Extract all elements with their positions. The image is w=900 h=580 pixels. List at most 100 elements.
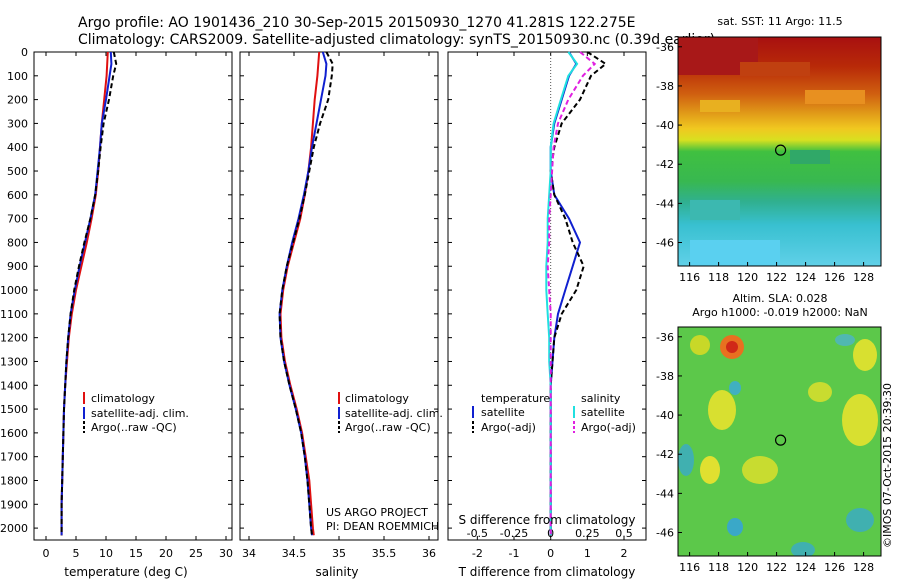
sla-high-blob xyxy=(742,456,778,484)
depth-tick-label: 1900 xyxy=(0,498,28,511)
sla-map-title-line2: Argo h1000: -0.019 h2000: NaN xyxy=(692,306,868,319)
map-lon-label: 128 xyxy=(853,271,874,284)
sla-low-blob xyxy=(846,508,874,532)
map-lon-label: 124 xyxy=(795,271,816,284)
project-annotation-line2: PI: DEAN ROEMMICH xyxy=(326,520,439,533)
map-lat-label: -40 xyxy=(656,409,674,422)
series-line-argo-raw-qc- xyxy=(278,51,334,536)
map-lon-label: 126 xyxy=(824,561,845,574)
depth-tick-label: 700 xyxy=(7,213,28,226)
sla-high-blob xyxy=(726,341,738,353)
top-tick-label: 0.25 xyxy=(575,527,600,540)
salinity-panel xyxy=(239,51,439,541)
depth-tick-label: 200 xyxy=(7,94,28,107)
legend-title-temperature: temperature xyxy=(481,392,550,405)
legend-label-temp-satellite: satellite xyxy=(481,406,525,419)
depth-tick-label: 0 xyxy=(21,46,28,59)
legend-label-climatology: climatology xyxy=(91,392,155,405)
map-lon-label: 122 xyxy=(766,271,787,284)
map-lat-label: -38 xyxy=(656,370,674,383)
x-tick-label: 5 xyxy=(73,547,80,560)
salinity-legend: climatology satellite-adj. clim. Argo(..… xyxy=(326,392,443,533)
difference-legend: temperature satellite Argo(-adj) salinit… xyxy=(459,392,636,527)
legend-title-salinity: salinity xyxy=(581,392,621,405)
map-lon-label: 122 xyxy=(766,561,787,574)
map-lon-label: 120 xyxy=(737,561,758,574)
depth-tick-label: 600 xyxy=(7,189,28,202)
project-annotation-line1: US ARGO PROJECT xyxy=(326,506,428,519)
profile-panel-salinity: 34 34.5 35 35.5 36 xyxy=(240,51,438,560)
legend-label-climatology: climatology xyxy=(345,392,409,405)
map-lat-label: -36 xyxy=(656,41,674,54)
sla-low-blob xyxy=(678,444,694,476)
map-lon-label: 118 xyxy=(708,271,729,284)
sst-warm-patch xyxy=(700,100,740,112)
series-line-salinity-satellite xyxy=(545,51,579,536)
depth-tick-label: 900 xyxy=(7,260,28,273)
depth-tick-label: 1200 xyxy=(0,332,28,345)
argo-float-marker xyxy=(774,434,787,446)
map-lat-label: -40 xyxy=(656,119,674,132)
legend-label-argo: Argo(..raw -QC) xyxy=(345,421,431,434)
sla-map-frame xyxy=(677,326,882,557)
x-tick-label: 25 xyxy=(189,547,203,560)
depth-tick-label: 1600 xyxy=(0,427,28,440)
temperature-panel xyxy=(33,51,233,541)
depth-tick-label: 1300 xyxy=(0,355,28,368)
legend-label-sal-argo: Argo(-adj) xyxy=(581,421,636,434)
profile-panel-temperature: 0 5 10 15 20 25 30 xyxy=(34,51,233,560)
depth-tick-label: 1800 xyxy=(0,474,28,487)
depth-tick-label: 1700 xyxy=(0,451,28,464)
sst-cool-patch xyxy=(690,200,740,220)
map-lon-label: 116 xyxy=(679,561,700,574)
x-tick-label: 30 xyxy=(219,547,233,560)
sla-high-blob xyxy=(842,394,878,446)
x-tick-label: 0 xyxy=(43,547,50,560)
sla-low-blob xyxy=(791,542,815,556)
map-lat-label: -36 xyxy=(656,331,674,344)
map-lat-label: -42 xyxy=(656,448,674,461)
x-tick-label: 36 xyxy=(422,547,436,560)
sla-high-blob xyxy=(690,335,710,355)
imos-timestamp: ©IMOS 07-Oct-2015 20:39:30 xyxy=(881,383,894,548)
figure-title-line1: Argo profile: AO 1901436_210 30-Sep-2015… xyxy=(78,15,635,31)
map-lon-label: 124 xyxy=(795,561,816,574)
series-line-argo-raw-qc- xyxy=(60,51,118,536)
temperature-legend: climatology satellite-adj. clim. Argo(..… xyxy=(83,392,189,434)
top-tick-label: -0.5 xyxy=(467,527,488,540)
top-tick-label: -0.25 xyxy=(500,527,528,540)
x-tick-label: 20 xyxy=(159,547,173,560)
sst-cool-patch xyxy=(690,240,780,266)
sst-map-frame xyxy=(677,36,882,267)
salinity-axis-label: salinity xyxy=(315,565,358,579)
legend-label-sal-satellite: satellite xyxy=(581,406,625,419)
map-lat-label: -44 xyxy=(656,197,674,210)
profile-panel-difference: -2 -1 0 1 2-0.5 -0.25 0 0.25 0.5 xyxy=(448,51,646,560)
profile-plots: 0 5 10 15 20 25 30 34 34.5 35 35.5 36 -2 -1 0 1 2 -0.5 -0.… xyxy=(34,51,646,560)
map-lat-label: -44 xyxy=(656,487,674,500)
legend-label-argo: Argo(..raw -QC) xyxy=(91,421,177,434)
x-tick-label: 0 xyxy=(547,547,554,560)
map-lat-label: -46 xyxy=(656,237,674,250)
difference-axis-label: T difference from climatology xyxy=(458,565,636,579)
x-tick-label: 35.5 xyxy=(372,547,397,560)
map-lon-label: 116 xyxy=(679,271,700,284)
depth-tick-label: 300 xyxy=(7,117,28,130)
x-tick-label: 34.5 xyxy=(282,547,307,560)
x-tick-label: 34 xyxy=(242,547,256,560)
x-tick-label: 15 xyxy=(129,547,143,560)
map-lon-label: 128 xyxy=(853,561,874,574)
depth-axis: 0 100 200 300 400 500 600 700 800 900 1000 1100 1200… xyxy=(0,46,28,535)
series-line-satellite-adj-clim- xyxy=(278,51,328,536)
depth-tick-label: 2000 xyxy=(0,522,28,535)
top-tick-label: 0.5 xyxy=(615,527,633,540)
figure-title-line2: Climatology: CARS2009. Satellite-adjuste… xyxy=(78,32,715,48)
depth-tick-label: 1100 xyxy=(0,308,28,321)
legend-label-satellite: satellite-adj. clim. xyxy=(345,407,443,420)
sla-high-blob xyxy=(708,390,736,430)
sla-low-blob xyxy=(835,334,855,346)
depth-tick-label: 800 xyxy=(7,236,28,249)
sla-map: 116 118 120 122 124 126 128 -36 -38 -40 -42 -44 -46 xyxy=(656,326,882,574)
top-axis-label: S difference from climatology xyxy=(459,513,636,527)
